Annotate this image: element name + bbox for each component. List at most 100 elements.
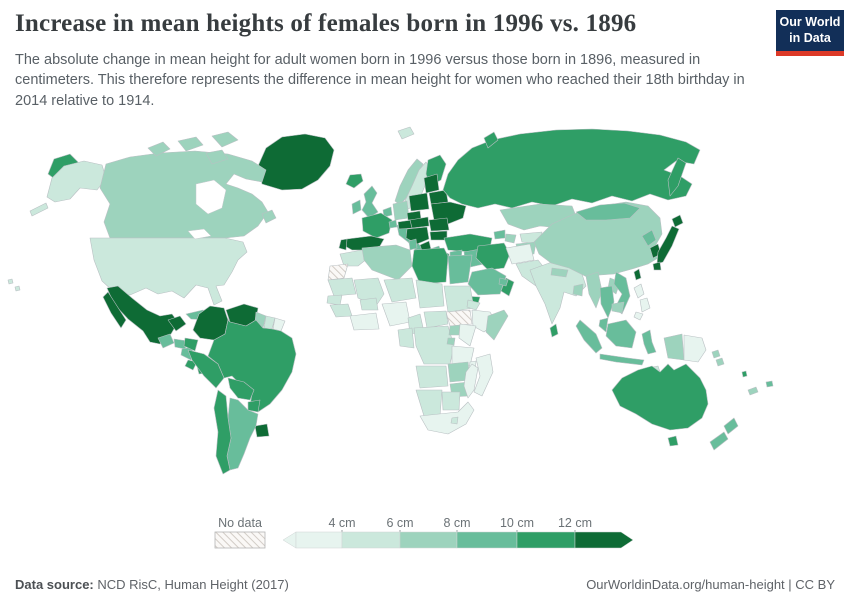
country-nz-south[interactable] — [709, 431, 729, 451]
country-car[interactable] — [423, 310, 449, 329]
country-iceland[interactable] — [345, 173, 364, 189]
country-north-korea[interactable] — [641, 229, 657, 247]
country-greenland[interactable] — [257, 133, 335, 191]
country-new-caledonia[interactable] — [747, 386, 759, 396]
country-nepal[interactable] — [550, 267, 569, 278]
country-iran[interactable] — [475, 242, 511, 271]
country-canada-arctic1[interactable] — [147, 141, 171, 157]
country-svalbard[interactable] — [397, 126, 415, 140]
country-philippines3[interactable] — [633, 311, 644, 321]
country-mongolia[interactable] — [575, 202, 641, 221]
country-mexico-baja[interactable] — [102, 291, 127, 329]
legend-no-data-swatch[interactable] — [214, 531, 266, 549]
country-rwanda[interactable] — [446, 337, 456, 346]
country-switzerland[interactable] — [388, 219, 398, 229]
country-canada-arctic3[interactable] — [211, 131, 239, 148]
country-uk[interactable] — [361, 185, 379, 219]
country-mexico-yucatan[interactable] — [167, 315, 187, 332]
credit-link[interactable]: OurWorldinData.org/human-height | CC BY — [586, 577, 835, 592]
country-australia-tasmania[interactable] — [667, 435, 679, 447]
country-indonesia-sumatra[interactable] — [575, 319, 603, 354]
owid-logo[interactable]: Our World in Data — [776, 10, 844, 56]
country-afghanistan[interactable] — [505, 243, 535, 265]
country-solomon1[interactable] — [711, 349, 721, 359]
country-malaysia[interactable] — [598, 317, 609, 333]
country-hungary[interactable] — [409, 216, 430, 229]
country-nigeria[interactable] — [381, 301, 411, 327]
country-ecuador[interactable] — [183, 337, 199, 352]
country-kenya[interactable] — [458, 323, 477, 347]
country-south-africa[interactable] — [419, 401, 475, 435]
country-somalia[interactable] — [485, 309, 509, 341]
country-uruguay[interactable] — [254, 423, 270, 438]
country-guatemala[interactable] — [157, 333, 175, 349]
country-balkans[interactable] — [405, 226, 430, 245]
country-azerbaijan[interactable] — [504, 233, 517, 244]
country-chile[interactable] — [213, 389, 232, 475]
country-congo[interactable] — [397, 327, 415, 349]
country-canada[interactable] — [99, 150, 269, 239]
country-poland[interactable] — [408, 192, 430, 212]
country-vanuatu[interactable] — [741, 370, 748, 378]
country-germany[interactable] — [392, 200, 410, 221]
country-myanmar[interactable] — [585, 271, 603, 309]
country-french-guiana[interactable] — [272, 317, 286, 332]
country-canada-newfoundland[interactable] — [261, 209, 277, 224]
country-uganda[interactable] — [448, 324, 461, 336]
country-usa-aleutians[interactable] — [29, 202, 49, 217]
country-indonesia-java[interactable] — [599, 353, 645, 366]
country-guinea[interactable] — [329, 303, 353, 318]
country-japan-kyushu[interactable] — [652, 261, 662, 271]
country-bangladesh[interactable] — [572, 283, 584, 297]
country-madagascar[interactable] — [463, 363, 479, 399]
country-fiji[interactable] — [765, 380, 774, 388]
country-tunisia[interactable] — [408, 238, 418, 251]
country-uae[interactable] — [498, 277, 509, 287]
legend-bin-1[interactable] — [341, 531, 401, 549]
country-russia-kamchatka[interactable] — [667, 157, 687, 197]
country-romania[interactable] — [428, 217, 450, 232]
country-south-sudan[interactable] — [445, 309, 473, 327]
country-mauritania[interactable] — [327, 277, 357, 297]
country-png[interactable] — [683, 334, 707, 363]
country-usa-hawaii1[interactable] — [7, 278, 14, 285]
country-niger[interactable] — [383, 277, 417, 303]
legend-arrow-left[interactable] — [282, 531, 297, 549]
country-japan-hokkaido[interactable] — [671, 214, 684, 228]
legend-bin-2[interactable] — [399, 531, 458, 549]
country-thailand[interactable] — [599, 285, 615, 319]
country-mali[interactable] — [353, 277, 385, 307]
country-egypt[interactable] — [447, 254, 473, 285]
country-peru[interactable] — [187, 349, 225, 389]
country-cambodia[interactable] — [611, 301, 625, 314]
country-indonesia-sulawesi[interactable] — [641, 329, 657, 355]
country-western-sahara[interactable] — [327, 263, 349, 281]
legend-bin-5[interactable] — [574, 531, 634, 549]
country-eritrea[interactable] — [466, 299, 481, 311]
country-botswana[interactable] — [441, 391, 461, 411]
country-chad[interactable] — [415, 279, 445, 309]
country-morocco[interactable] — [339, 249, 369, 267]
country-taiwan[interactable] — [633, 268, 642, 281]
country-bolivia[interactable] — [227, 377, 255, 401]
country-paraguay[interactable] — [247, 399, 261, 413]
legend-bin-0[interactable] — [295, 531, 343, 549]
country-burkina-faso[interactable] — [359, 297, 379, 311]
country-libya[interactable] — [411, 247, 449, 285]
country-france[interactable] — [361, 212, 393, 239]
country-ivory-coast[interactable] — [349, 312, 380, 331]
country-georgia[interactable] — [493, 229, 506, 240]
country-baltics[interactable] — [423, 173, 440, 194]
country-mozambique[interactable] — [473, 353, 494, 397]
country-angola[interactable] — [415, 365, 449, 389]
country-west-papua[interactable] — [663, 333, 685, 361]
country-saudi-arabia[interactable] — [467, 267, 507, 296]
country-russia-novaya-zemlya[interactable] — [483, 131, 499, 149]
country-lesotho[interactable] — [450, 416, 459, 425]
country-nz-north[interactable] — [723, 417, 739, 435]
country-oman[interactable] — [500, 277, 515, 297]
country-ireland[interactable] — [351, 199, 362, 215]
country-solomon2[interactable] — [715, 357, 725, 367]
country-usa-hawaii2[interactable] — [14, 285, 21, 292]
country-indonesia-borneo[interactable] — [605, 319, 637, 349]
